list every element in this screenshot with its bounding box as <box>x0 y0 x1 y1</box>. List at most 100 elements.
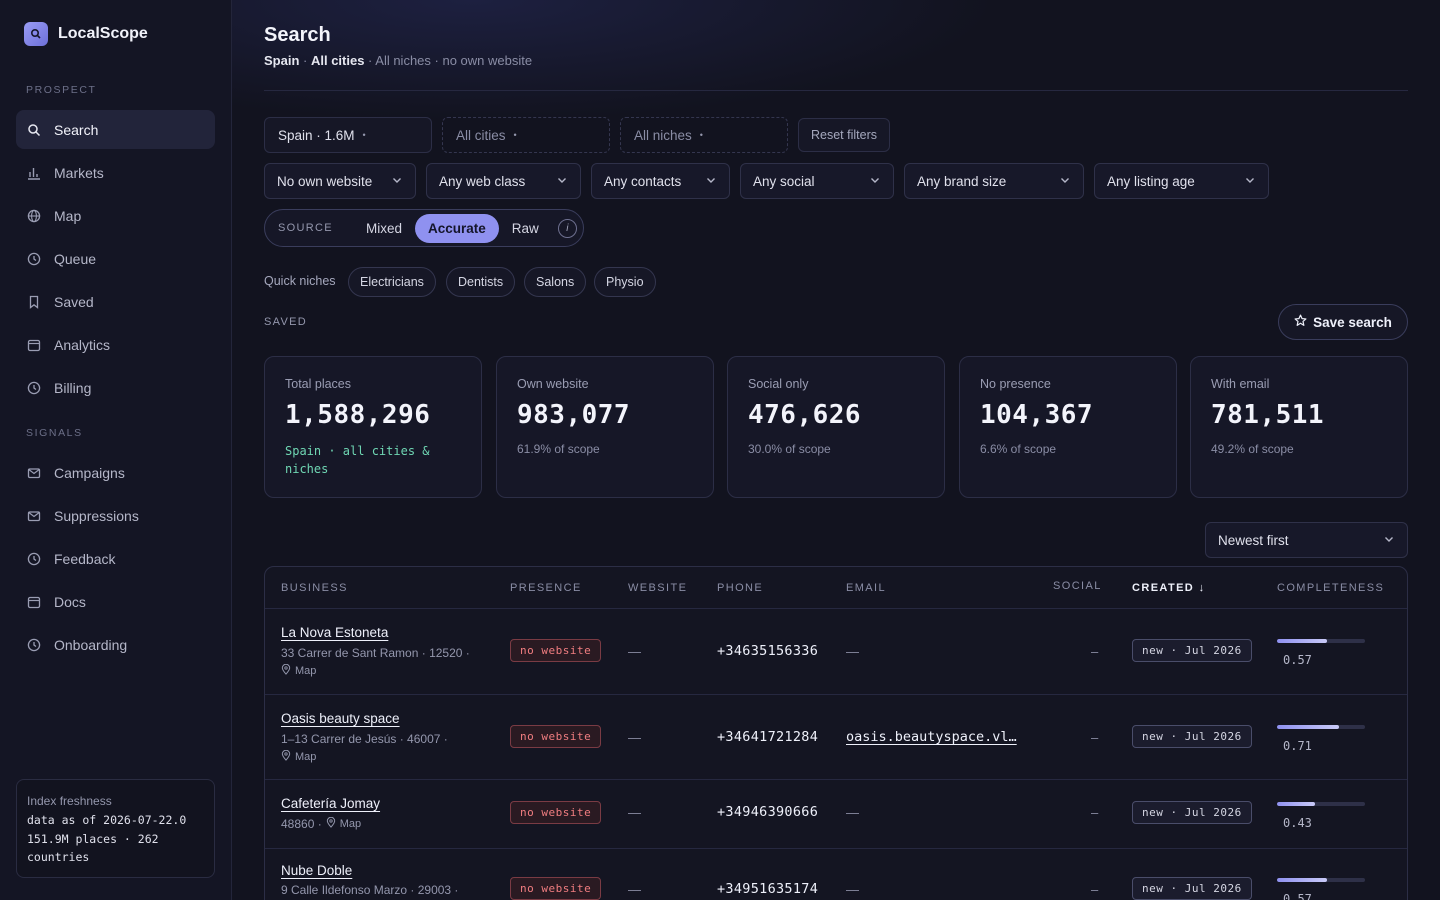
divider <box>264 90 1408 91</box>
column-header-business[interactable]: BUSINESS <box>281 582 348 594</box>
source-option-raw[interactable]: Raw <box>511 220 539 236</box>
business-name-link[interactable]: Cafetería Jomay <box>281 796 381 811</box>
phone-cell[interactable]: +34951635174 <box>717 881 819 897</box>
contacts-select[interactable]: Any contacts <box>591 163 730 199</box>
star-icon <box>1294 314 1307 330</box>
niche-chip-physio[interactable]: Physio <box>594 267 656 297</box>
nav-item-onboarding[interactable]: Onboarding <box>16 625 215 664</box>
column-header-email[interactable]: EMAIL <box>846 582 887 594</box>
nav-item-docs[interactable]: Docs <box>16 582 215 621</box>
niche-chip-electricians[interactable]: Electricians <box>348 267 436 297</box>
nav-item-billing[interactable]: Billing <box>16 368 215 407</box>
nav-item-saved[interactable]: Saved <box>16 282 215 321</box>
save-search-label: Save search <box>1313 314 1392 330</box>
map-link[interactable]: Map <box>281 663 470 678</box>
chevron-down-icon <box>869 174 881 189</box>
social-cell: – <box>1091 730 1099 745</box>
map-link[interactable]: Map <box>281 749 448 764</box>
email-cell: — <box>846 644 859 659</box>
reset-filters-button[interactable]: Reset filters <box>798 118 890 152</box>
phone-cell[interactable]: +34946390666 <box>717 804 819 820</box>
table-row[interactable]: Cafetería Jomay 48860 · Map no website —… <box>265 780 1407 849</box>
column-header-created[interactable]: CREATED ↓ <box>1132 582 1206 594</box>
nav-item-map[interactable]: Map <box>16 196 215 235</box>
presence-badge: no website <box>510 801 602 824</box>
stat-sub: 49.2% of scope <box>1211 442 1294 456</box>
country-filter[interactable]: Spain · 1.6M • <box>264 117 432 153</box>
table-row[interactable]: Oasis beauty space 1–13 Carrer de Jesús … <box>265 695 1407 780</box>
completeness-bar-fill <box>1277 878 1328 882</box>
column-header-website[interactable]: WEBSITE <box>628 582 688 594</box>
social-select[interactable]: Any social <box>740 163 894 199</box>
table-row[interactable]: La Nova Estoneta 33 Carrer de Sant Ramon… <box>265 609 1407 695</box>
search-icon <box>26 122 42 138</box>
phone-cell[interactable]: +34635156336 <box>717 643 819 659</box>
listing-age-select[interactable]: Any listing age <box>1094 163 1269 199</box>
niches-filter[interactable]: All niches • <box>620 117 788 153</box>
calendar-icon <box>26 594 42 610</box>
source-option-mixed[interactable]: Mixed <box>366 220 403 236</box>
app-name: LocalScope <box>58 25 148 42</box>
nav-item-markets[interactable]: Markets <box>16 153 215 192</box>
quick-niches-label: Quick niches <box>264 274 336 288</box>
source-option-accurate[interactable]: Accurate <box>415 213 499 243</box>
created-badge: new · Jul 2026 <box>1132 725 1252 748</box>
save-search-button[interactable]: Save search <box>1278 304 1408 340</box>
website-select[interactable]: No own website <box>264 163 416 199</box>
table-row[interactable]: Nube Doble 9 Calle Ildefonso Marzo · 290… <box>265 849 1407 900</box>
map-link[interactable]: Map <box>339 818 362 830</box>
nav-item-queue[interactable]: Queue <box>16 239 215 278</box>
index-freshness-card: Index freshness data as of 2026-07-22.0 … <box>16 779 215 878</box>
created-cell: new · Jul 2026 <box>1132 801 1252 824</box>
email-link[interactable]: oasis.beautyspace.vl… <box>846 729 1017 745</box>
created-cell: new · Jul 2026 <box>1132 639 1252 662</box>
nav-item-analytics[interactable]: Analytics <box>16 325 215 364</box>
crumb-rest: · All niches · no own website <box>364 53 533 68</box>
freshness-label: Index freshness <box>27 794 112 808</box>
info-icon[interactable]: i <box>557 218 577 238</box>
niche-chip-salons[interactable]: Salons <box>524 267 587 297</box>
completeness-cell: 0.57 <box>1277 878 1365 900</box>
business-name-link[interactable]: Oasis beauty space <box>281 711 400 726</box>
business-name-link[interactable]: La Nova Estoneta <box>281 625 389 640</box>
main-content: Search Spain · All cities · All niches ·… <box>232 0 1440 900</box>
website-cell: — <box>628 644 641 659</box>
select-value: Any social <box>753 173 815 189</box>
completeness-value: 0.71 <box>1283 739 1312 753</box>
brand[interactable]: LocalScope <box>24 22 148 46</box>
social-cell: – <box>1091 882 1099 897</box>
nav-item-search[interactable]: Search <box>16 110 215 149</box>
chevron-down-icon <box>1244 174 1256 189</box>
select-value: No own website <box>277 173 373 189</box>
web-class-select[interactable]: Any web class <box>426 163 581 199</box>
column-header-presence[interactable]: PRESENCE <box>510 582 582 594</box>
stat-label: Total places <box>285 377 352 391</box>
nav-label: Search <box>54 121 99 138</box>
created-badge: new · Jul 2026 <box>1132 801 1252 824</box>
niche-chip-dentists[interactable]: Dentists <box>446 267 516 297</box>
business-name-link[interactable]: Nube Doble <box>281 863 353 878</box>
column-header-social[interactable]: SOCIAL <box>1053 580 1102 592</box>
breadcrumb: Spain · All cities · All niches · no own… <box>264 53 532 68</box>
nav-label: Campaigns <box>54 464 125 481</box>
website-cell: — <box>628 730 641 745</box>
brand-size-select[interactable]: Any brand size <box>904 163 1084 199</box>
map-label: Map <box>295 751 317 763</box>
created-badge: new · Jul 2026 <box>1132 639 1252 662</box>
dot-icon: • <box>699 130 703 140</box>
phone-cell[interactable]: +34641721284 <box>717 729 819 745</box>
nav-item-suppressions[interactable]: Suppressions <box>16 496 215 535</box>
sidebar: LocalScope PROSPECT Search Markets Map Q… <box>0 0 232 900</box>
nav-item-feedback[interactable]: Feedback <box>16 539 215 578</box>
presence-cell: no website <box>510 639 602 662</box>
column-header-completeness[interactable]: COMPLETENESS <box>1277 582 1385 594</box>
column-header-phone[interactable]: PHONE <box>717 582 764 594</box>
sort-select[interactable]: Newest first <box>1205 522 1408 558</box>
nav-item-campaigns[interactable]: Campaigns <box>16 453 215 492</box>
cities-filter[interactable]: All cities • <box>442 117 610 153</box>
stat-card-own-website: Own website 983,077 61.9% of scope <box>496 356 714 498</box>
completeness-value: 0.57 <box>1283 892 1312 900</box>
email-cell: — <box>846 882 859 897</box>
bar-chart-icon <box>26 165 42 181</box>
presence-cell: no website <box>510 801 602 824</box>
